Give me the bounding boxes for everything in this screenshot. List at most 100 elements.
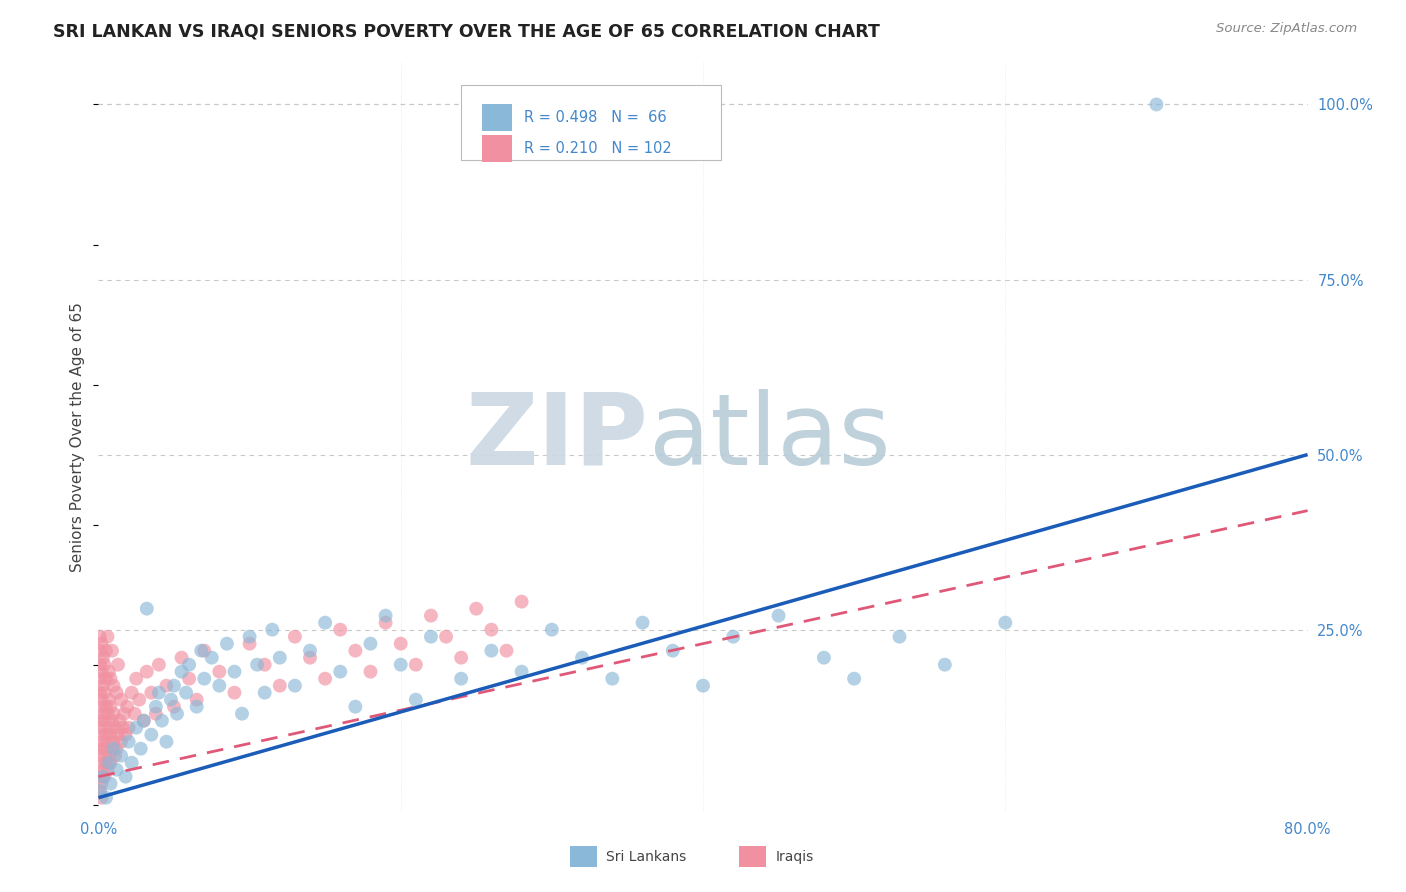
Point <box>450 650 472 665</box>
Point <box>105 763 128 777</box>
Point <box>100 672 122 686</box>
Point <box>224 665 246 679</box>
Point <box>125 721 148 735</box>
Point <box>100 699 122 714</box>
Point <box>98 756 121 770</box>
Point <box>179 657 201 672</box>
Point <box>269 650 291 665</box>
Point <box>104 721 127 735</box>
Point <box>510 594 533 608</box>
Point <box>94 672 117 686</box>
Point <box>132 714 155 728</box>
Point <box>481 643 503 657</box>
Point <box>98 692 121 706</box>
Point <box>124 706 146 721</box>
Point <box>91 763 114 777</box>
Point <box>329 623 352 637</box>
Point <box>314 672 336 686</box>
Point <box>934 657 956 672</box>
Point <box>813 650 835 665</box>
FancyBboxPatch shape <box>569 847 596 867</box>
Point <box>299 650 322 665</box>
Point <box>93 657 115 672</box>
Point <box>89 783 111 797</box>
Point <box>193 672 215 686</box>
Point <box>135 665 157 679</box>
Point <box>239 630 262 644</box>
Point <box>269 679 291 693</box>
FancyBboxPatch shape <box>482 135 512 162</box>
Point <box>389 637 412 651</box>
Point <box>405 692 427 706</box>
Point <box>434 630 457 644</box>
Point <box>602 672 624 686</box>
Text: Source: ZipAtlas.com: Source: ZipAtlas.com <box>1216 22 1357 36</box>
Point <box>96 630 118 644</box>
Point <box>91 706 114 721</box>
Point <box>224 686 246 700</box>
Point <box>253 686 276 700</box>
Point <box>768 608 790 623</box>
Point <box>174 686 197 700</box>
Point <box>314 615 336 630</box>
Point <box>465 601 488 615</box>
Point <box>262 623 284 637</box>
Point <box>239 637 262 651</box>
Point <box>100 756 122 770</box>
Point <box>103 741 125 756</box>
Point <box>103 679 125 693</box>
Point <box>115 699 138 714</box>
Point <box>141 686 163 700</box>
Point <box>89 643 111 657</box>
Point <box>374 608 396 623</box>
FancyBboxPatch shape <box>461 85 721 160</box>
Point <box>103 706 125 721</box>
Point <box>246 657 269 672</box>
Point <box>112 706 135 721</box>
Point <box>93 686 115 700</box>
Point <box>93 741 115 756</box>
Point <box>253 657 276 672</box>
Point <box>94 728 117 742</box>
Point <box>114 728 136 742</box>
Point <box>90 637 112 651</box>
Point <box>405 657 427 672</box>
Point <box>114 770 136 784</box>
Point <box>360 665 382 679</box>
Point <box>105 686 128 700</box>
Point <box>89 770 111 784</box>
Point <box>111 721 134 735</box>
Point <box>170 650 193 665</box>
Point <box>98 721 121 735</box>
Point <box>389 657 412 672</box>
Point <box>723 630 745 644</box>
Point <box>103 734 125 748</box>
Y-axis label: Seniors Poverty Over the Age of 65: Seniors Poverty Over the Age of 65 <box>70 302 86 572</box>
Point <box>155 679 177 693</box>
Point <box>89 672 111 686</box>
Point <box>96 763 118 777</box>
Point <box>89 741 111 756</box>
Point <box>495 643 517 657</box>
Point <box>90 721 112 735</box>
Point <box>101 643 124 657</box>
Point <box>420 630 443 644</box>
Point <box>90 748 112 763</box>
Point <box>299 643 322 657</box>
Point <box>91 650 114 665</box>
Point <box>125 672 148 686</box>
Text: Iraqis: Iraqis <box>776 850 814 863</box>
Point <box>89 728 111 742</box>
Point <box>284 630 307 644</box>
Point <box>89 657 111 672</box>
Text: Sri Lankans: Sri Lankans <box>606 850 686 863</box>
Point <box>150 714 173 728</box>
Point <box>105 741 128 756</box>
Point <box>145 699 167 714</box>
Point <box>844 672 866 686</box>
Text: R = 0.210   N = 102: R = 0.210 N = 102 <box>524 141 672 156</box>
Point <box>179 672 201 686</box>
Point <box>631 615 654 630</box>
Point <box>170 665 193 679</box>
Point <box>1144 97 1167 112</box>
